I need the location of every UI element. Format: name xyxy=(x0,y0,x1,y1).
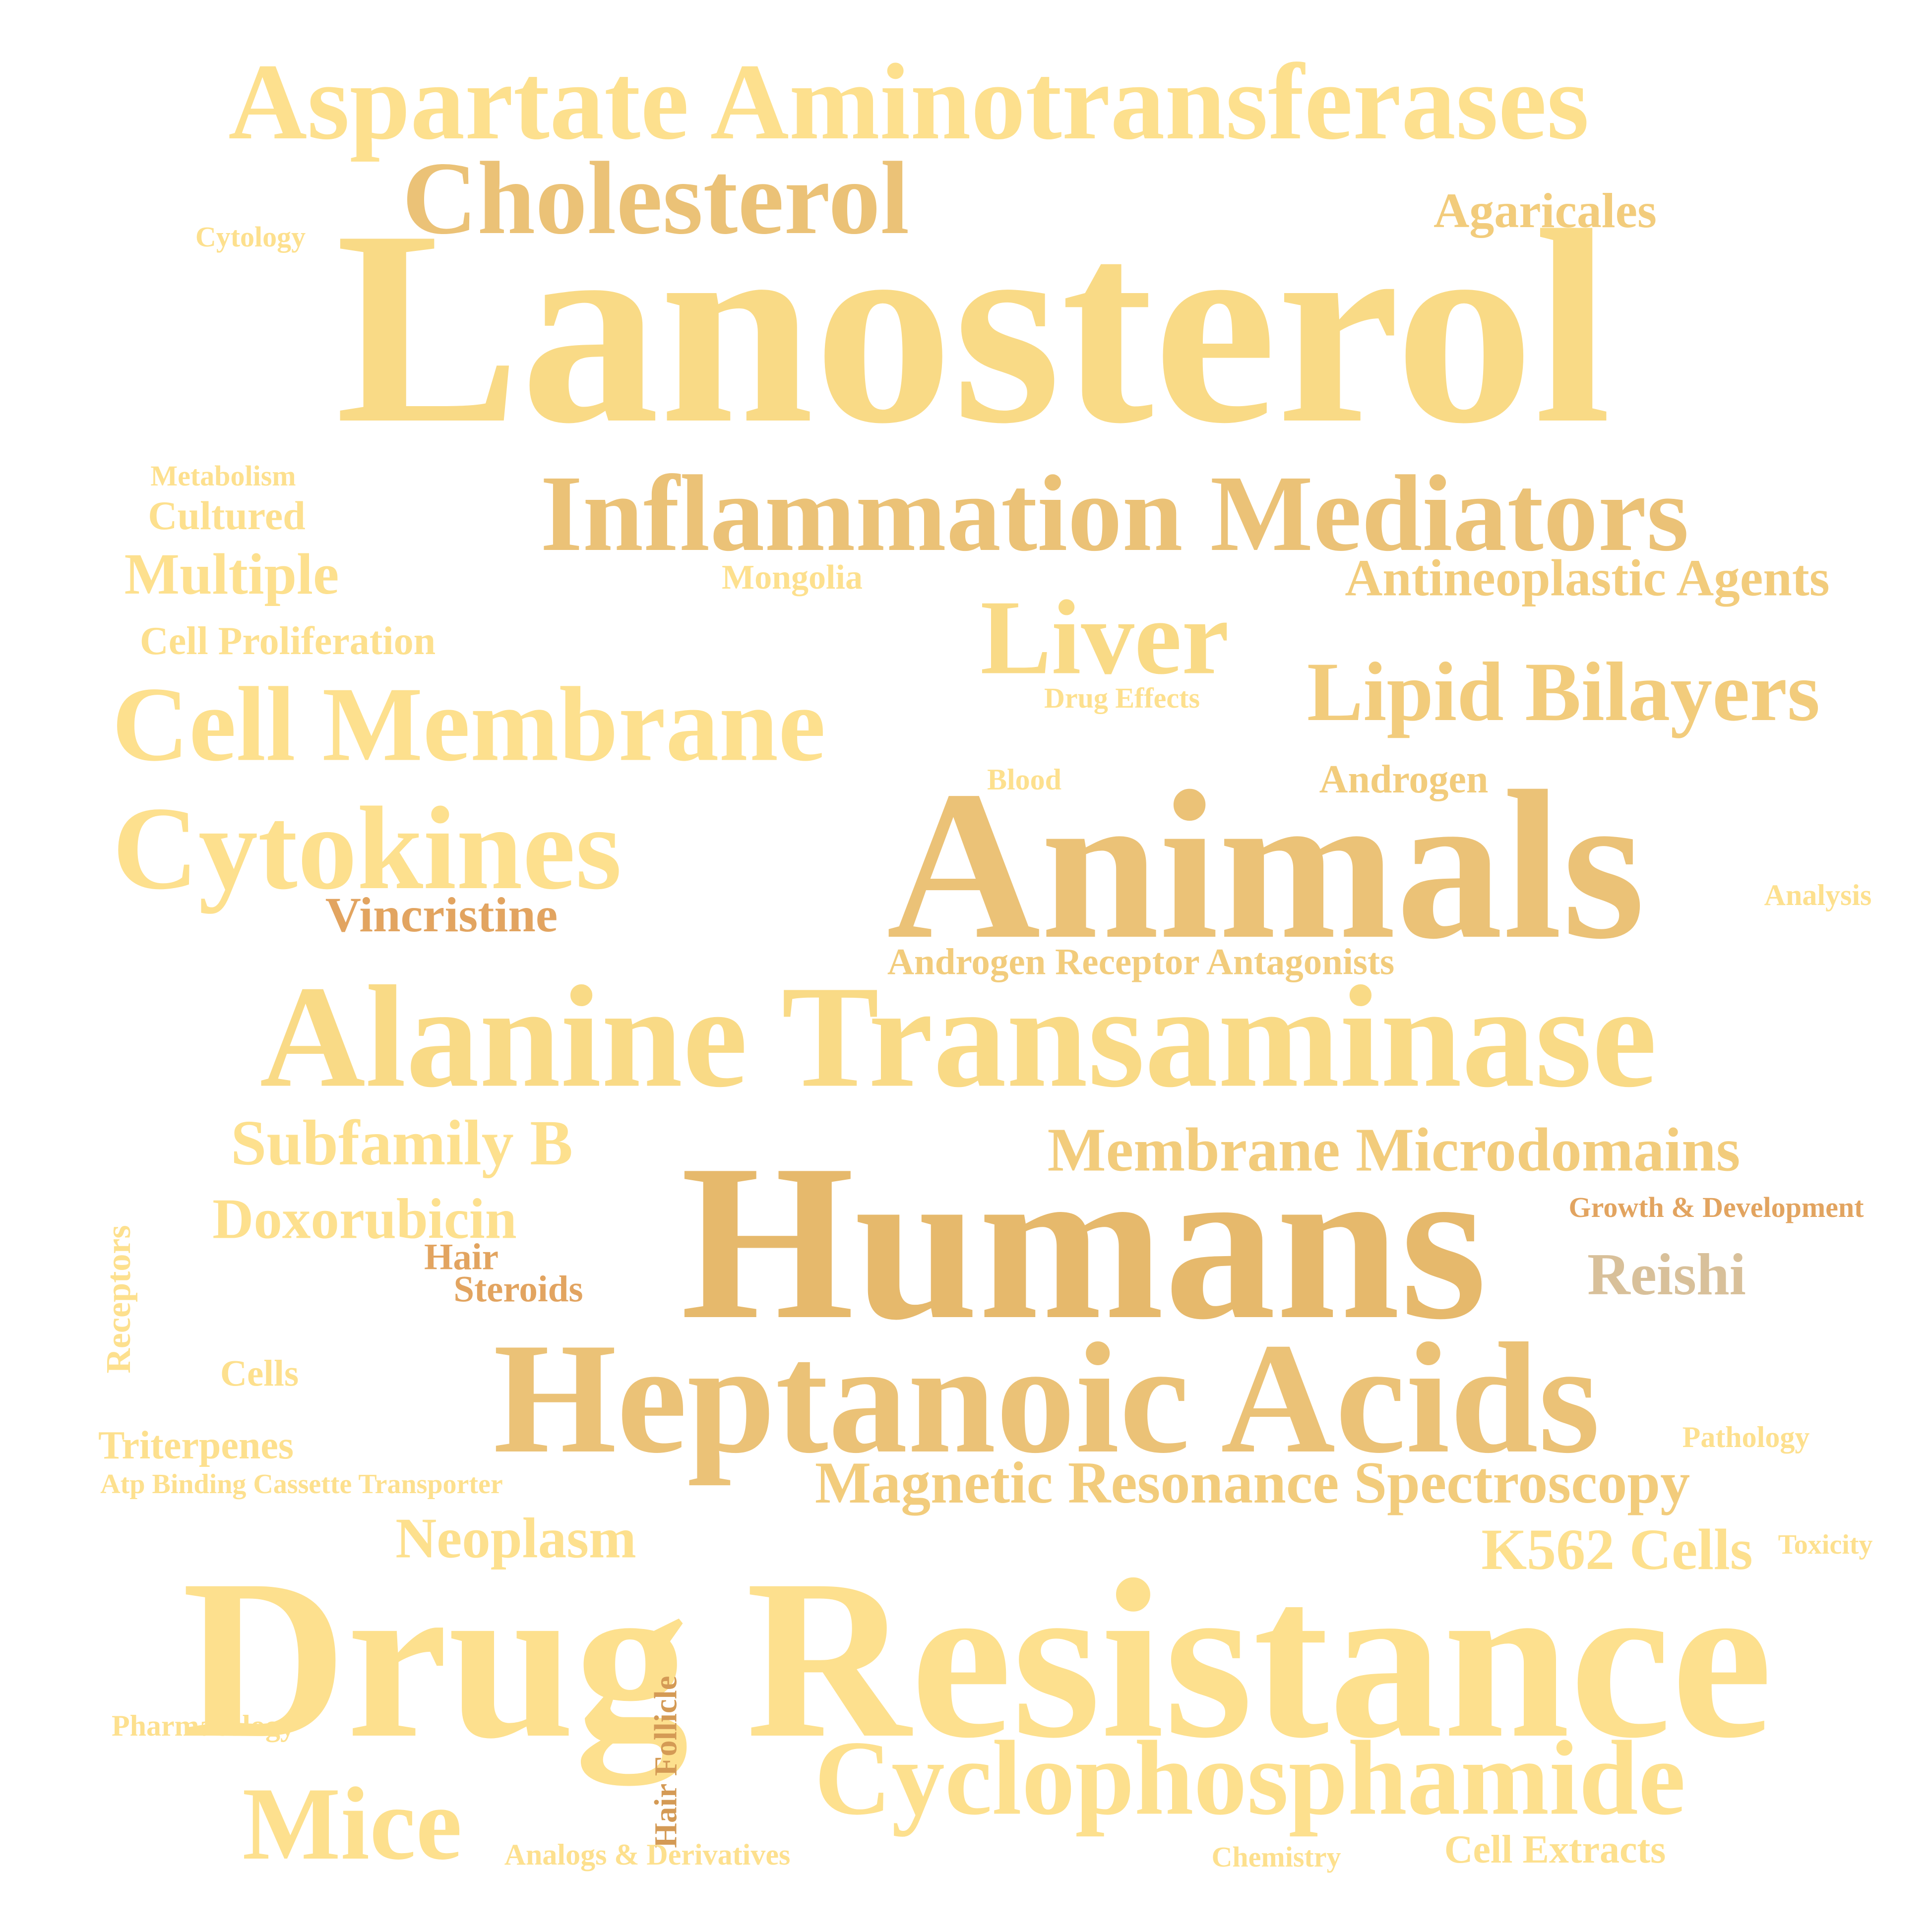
word-toxicity: Toxicity xyxy=(1778,1529,1873,1560)
word-neoplasm: Neoplasm xyxy=(395,1507,636,1570)
word-androgen: Androgen xyxy=(1319,758,1489,801)
word-membrane-microdomains: Membrane Microdomains xyxy=(1047,1116,1741,1185)
word-pathology: Pathology xyxy=(1682,1421,1810,1453)
word-agaricales: Agaricales xyxy=(1433,183,1657,238)
word-antineoplastic-agents: Antineoplastic Agents xyxy=(1345,548,1830,607)
word-doxorubicin: Doxorubicin xyxy=(212,1187,517,1251)
word-mice: Mice xyxy=(242,1766,462,1881)
word-analysis: Analysis xyxy=(1764,879,1872,911)
word-magnetic-resonance-spectroscopy: Magnetic Resonance Spectroscopy xyxy=(814,1449,1690,1515)
word-aspartate-aminotransferases: Aspartate Aminotransferases xyxy=(228,41,1589,162)
word-steroids: Steroids xyxy=(453,1268,583,1310)
word-alanine-transaminase: Alanine Transaminase xyxy=(259,955,1657,1118)
word-receptors: Receptors xyxy=(100,1225,138,1374)
word-lipid-bilayers: Lipid Bilayers xyxy=(1307,645,1820,738)
word-animals: Animals xyxy=(886,747,1645,983)
word-cell-extracts: Cell Extracts xyxy=(1444,1828,1666,1872)
word-growth-development: Growth & Development xyxy=(1568,1191,1864,1223)
word-multiple: Multiple xyxy=(124,542,339,606)
word-atp-binding-cassette-transporter: Atp Binding Cassette Transporter xyxy=(100,1469,503,1500)
word-humans: Humans xyxy=(681,1119,1487,1366)
word-triterpenes: Triterpenes xyxy=(98,1424,294,1467)
word-cytology: Cytology xyxy=(195,221,306,253)
word-mongolia: Mongolia xyxy=(722,558,863,597)
word-chemistry: Chemistry xyxy=(1211,1841,1341,1873)
word-cultured: Cultured xyxy=(148,493,306,538)
word-blood: Blood xyxy=(987,763,1062,796)
word-drug-resistance: Drug Resistance xyxy=(182,1532,1773,1785)
word-reishi: Reishi xyxy=(1587,1241,1746,1307)
word-cell-membrane: Cell Membrane xyxy=(112,664,826,784)
word-metabolism: Metabolism xyxy=(150,460,296,492)
word-inflammation-mediators: Inflammation Mediators xyxy=(540,453,1689,574)
word-heptanoic-acids: Heptanoic Acids xyxy=(493,1311,1600,1486)
word-drug-effects: Drug Effects xyxy=(1044,682,1200,714)
word-cell-proliferation: Cell Proliferation xyxy=(139,619,436,663)
word-cytokines: Cytokines xyxy=(112,782,622,914)
word-cholesterol: Cholesterol xyxy=(402,141,910,256)
word-cells: Cells xyxy=(220,1353,299,1394)
word-cyclophosphamide: Cyclophosphamide xyxy=(814,1718,1686,1837)
word-pharmacology: Pharmacology xyxy=(112,1709,295,1742)
word-subfamily-b: Subfamily B xyxy=(231,1107,573,1179)
word-hair-follicle: Hair Follicle xyxy=(648,1676,684,1848)
word-analogs-derivatives: Analogs & Derivatives xyxy=(504,1838,791,1871)
word-lanosterol: Lanosterol xyxy=(335,174,1611,481)
word-hair: Hair xyxy=(424,1236,499,1278)
word-k562-cells: K562 Cells xyxy=(1481,1517,1753,1582)
word-liver: Liver xyxy=(980,578,1229,697)
word-androgen-receptor-antagonists: Androgen Receptor Antagonists xyxy=(887,941,1395,983)
word-vincristine: Vincristine xyxy=(325,887,558,942)
